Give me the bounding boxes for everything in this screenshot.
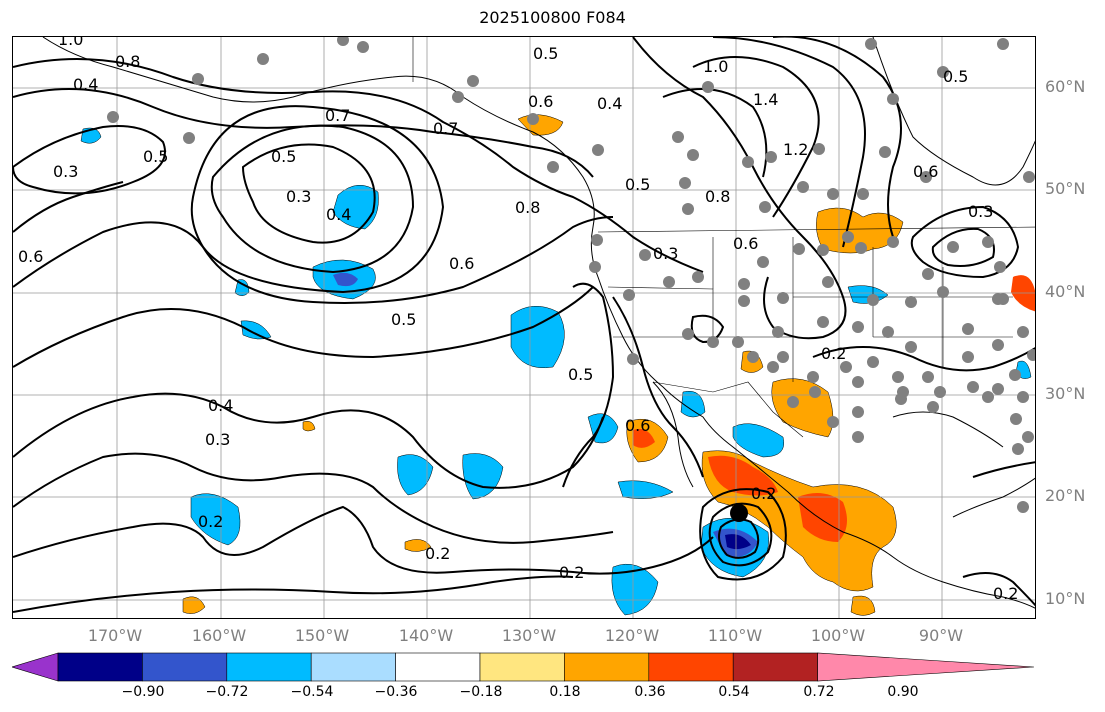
political-boundaries [412,37,1035,438]
contour-label: 0.2 [821,344,846,363]
contour-label: 0.5 [143,147,168,166]
colorbar-segment [564,652,650,682]
map-canvas: 1.0 0.8 0.4 0.3 0.5 0.6 0.7 0.5 0.3 0.4 … [13,37,1035,618]
contour-label: 0.5 [568,365,593,384]
contour-label: 0.3 [205,430,230,449]
colorbar-segment [732,652,818,682]
contour-label: 1.0 [58,37,83,49]
contour-label: 0.4 [597,94,622,113]
contour-label: 0.5 [271,147,296,166]
lon-label: 100°W [810,626,866,645]
map-title: 2025100800 F084 [479,8,626,27]
contour-label: 0.5 [943,67,968,86]
contour-label: 0.5 [625,175,650,194]
contour-label: 0.8 [515,198,540,217]
contour-label: 0.6 [528,92,553,111]
contour-label: 1.4 [753,90,778,109]
lat-label: 50°N [1045,179,1086,198]
lat-label: 60°N [1045,77,1086,96]
storm-center-marker [730,504,748,522]
contour-label: 0.2 [425,544,450,563]
lat-label: 10°N [1045,589,1086,608]
colorbar-segment [226,652,312,682]
lon-label: 90°W [918,626,964,645]
colorbar-tick-label: 0.72 [803,684,835,700]
lon-label: 110°W [707,626,763,645]
contour-label: 1.2 [783,140,808,159]
contour-label: 0.4 [73,75,98,94]
contour-label: 0.2 [559,563,584,582]
colorbar-tick-label: 0.90 [887,684,919,700]
negative-anomaly-shading [80,127,1032,616]
positive-anomaly-shading [182,114,1035,616]
lat-label: 20°N [1045,486,1086,505]
lon-label: 160°W [191,626,247,645]
lon-label: 120°W [604,626,660,645]
lat-label: 40°N [1045,282,1086,301]
colorbar-segment [479,652,565,682]
contour-label: 0.3 [653,244,678,263]
contour-label: 0.6 [733,234,758,253]
contour-label: 0.3 [968,202,993,221]
colorbar-tick-label: −0.54 [290,684,334,700]
contour-label: 0.8 [705,187,730,206]
contour-label: 0.6 [18,247,43,266]
station-markers [107,37,1035,513]
colorbar-tick-label: 0.54 [718,684,750,700]
colorbar-segment [57,652,143,682]
map-panel: 1.0 0.8 0.4 0.3 0.5 0.6 0.7 0.5 0.3 0.4 … [12,36,1036,619]
contour-labels: 1.0 0.8 0.4 0.3 0.5 0.6 0.7 0.5 0.3 0.4 … [18,37,1018,603]
colorbar-tick-label: −0.36 [374,684,418,700]
height-contours [13,37,1035,613]
colorbar-extend-low [12,652,59,682]
contour-label: 0.6 [625,416,650,435]
colorbar-segment [648,652,734,682]
contour-label: 1.0 [703,57,728,76]
contour-label: 0.3 [286,187,311,206]
colorbar-tick-label: −0.72 [205,684,249,700]
contour-label: 0.2 [751,484,776,503]
colorbar-segment [310,652,396,682]
lat-label: 30°N [1045,384,1086,403]
lon-label: 130°W [501,626,557,645]
lon-label: 140°W [398,626,454,645]
colorbar-tick-label: 0.36 [634,684,666,700]
contour-label: 0.2 [993,584,1018,603]
contour-label: 0.4 [208,396,233,415]
colorbar-tick-label: 0.18 [549,684,581,700]
colorbar-segment [142,652,228,682]
contour-label: 0.4 [326,205,351,224]
contour-label: 0.7 [325,106,350,125]
colorbar [12,652,1035,682]
colorbar-tick-label: −0.18 [459,684,503,700]
lon-label: 170°W [87,626,143,645]
contour-label: 0.6 [913,162,938,181]
contour-label: 0.5 [391,310,416,329]
colorbar-extend-high [817,652,1035,682]
contour-label: 0.3 [53,162,78,181]
colorbar-tick-label: −0.90 [121,684,165,700]
contour-label: 0.8 [115,52,140,71]
colorbar-segment [395,652,481,682]
contour-label: 0.6 [449,254,474,273]
contour-label: 0.7 [433,119,458,138]
contour-label: 0.2 [198,512,223,531]
contour-label: 0.5 [533,44,558,63]
lon-label: 150°W [294,626,350,645]
